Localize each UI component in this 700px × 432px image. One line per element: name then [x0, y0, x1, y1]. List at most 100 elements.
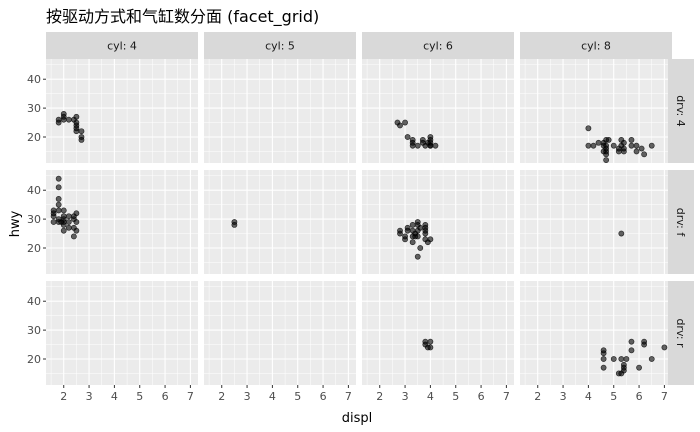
- data-point: [414, 219, 421, 225]
- panel-drv-f-cyl-6: [362, 170, 514, 274]
- data-point: [618, 356, 625, 362]
- data-point: [231, 221, 238, 228]
- y-tick-label: 20: [27, 242, 41, 255]
- x-tick-label: 4: [585, 390, 592, 403]
- data-point: [55, 175, 62, 182]
- data-point: [55, 184, 62, 191]
- data-point: [620, 148, 627, 155]
- data-point: [615, 370, 622, 377]
- x-tick-label: 7: [661, 390, 668, 403]
- data-point: [638, 145, 645, 152]
- y-tick-label: 20: [27, 131, 41, 144]
- x-tick-label: 7: [187, 390, 194, 403]
- strip-row-drv-f: drv: f: [668, 170, 694, 274]
- x-tick-label: 6: [636, 390, 643, 403]
- data-point: [648, 142, 655, 149]
- data-point: [628, 347, 635, 354]
- panel-drv-r-cyl-8: [520, 281, 672, 385]
- strip-col-bg: [362, 32, 514, 59]
- strip-row-label: drv: 4: [674, 95, 687, 127]
- x-tick-label: 4: [269, 390, 276, 403]
- x-tick-label: 6: [320, 390, 327, 403]
- strip-col-label: cyl: 5: [265, 40, 295, 53]
- strip-row-drv-4: drv: 4: [668, 59, 694, 163]
- x-tick-label: 6: [478, 390, 485, 403]
- strip-row-bg: [668, 281, 694, 385]
- data-point: [628, 142, 635, 149]
- y-tick-label: 30: [27, 324, 41, 337]
- x-tick-label: 5: [136, 390, 143, 403]
- data-point: [636, 364, 642, 371]
- strip-col-cyl-8: cyl: 8: [520, 32, 672, 59]
- x-tick-label: 2: [60, 390, 67, 403]
- panel-drv-r-cyl-4: [46, 281, 198, 385]
- data-point: [427, 236, 434, 243]
- data-point: [600, 356, 607, 362]
- data-point: [432, 142, 439, 149]
- data-point: [600, 364, 607, 371]
- x-tick-label: 2: [218, 390, 225, 403]
- x-tick-label: 7: [503, 390, 510, 403]
- panel-background: [520, 170, 672, 274]
- data-point: [417, 224, 424, 231]
- y-tick-label: 20: [27, 353, 41, 366]
- y-axis-title: hwy: [8, 210, 23, 237]
- data-point: [70, 233, 77, 240]
- data-point: [661, 344, 668, 351]
- data-point: [65, 116, 72, 123]
- y-tick-label: 40: [27, 184, 41, 197]
- data-point: [417, 245, 424, 251]
- data-point: [65, 213, 72, 220]
- data-point: [427, 344, 434, 351]
- strips-layer: cyl: 4 cyl: 5 cyl: 6 cyl: 8 drv: 4 drv: f drv:…: [46, 32, 694, 385]
- data-point: [595, 139, 602, 146]
- panel-background: [362, 59, 514, 163]
- data-point: [585, 142, 592, 149]
- data-point: [55, 201, 62, 208]
- data-point: [60, 207, 67, 214]
- panel-drv-4-cyl-6: [362, 59, 514, 163]
- data-point: [600, 347, 607, 354]
- x-tick-label: 5: [452, 390, 459, 403]
- data-point: [73, 210, 80, 217]
- panel-drv-4-cyl-5: [204, 59, 356, 163]
- x-tick-label: 5: [294, 390, 301, 403]
- data-point: [65, 224, 72, 231]
- data-point: [620, 139, 627, 146]
- strip-col-bg: [520, 32, 672, 59]
- data-point: [623, 356, 630, 362]
- panel-drv-f-cyl-5: [204, 170, 356, 274]
- data-point: [65, 219, 72, 225]
- data-point: [605, 136, 612, 143]
- data-point: [610, 142, 617, 149]
- axes-layer: 20 30 40 20 30 40 20 30 40 2 3 4 5 6 7 2 3 4 5 6 7 2 3 4 5 6 7 2 3 4 5…: [27, 73, 668, 403]
- data-point: [73, 113, 80, 120]
- data-point: [402, 236, 408, 243]
- x-axis-title: displ: [342, 411, 373, 426]
- data-point: [603, 157, 610, 164]
- data-point: [404, 224, 411, 231]
- data-point: [610, 356, 617, 362]
- data-point: [633, 148, 640, 155]
- x-tick-label: 6: [162, 390, 169, 403]
- data-point: [78, 136, 85, 143]
- data-point: [641, 151, 648, 158]
- data-point: [55, 207, 62, 214]
- x-tick-label: 4: [427, 390, 434, 403]
- x-tick-label: 4: [111, 390, 118, 403]
- x-tick-label: 2: [534, 390, 541, 403]
- data-point: [427, 134, 434, 140]
- panel-background: [46, 59, 198, 163]
- data-point: [50, 213, 57, 220]
- x-tick-label: 3: [244, 390, 251, 403]
- data-point: [590, 142, 597, 149]
- data-point: [422, 221, 429, 228]
- x-tick-label: 3: [86, 390, 93, 403]
- panel-drv-r-cyl-5: [204, 281, 356, 385]
- data-point: [419, 136, 426, 143]
- data-point: [424, 139, 431, 146]
- data-point: [628, 136, 635, 143]
- data-point: [414, 253, 421, 260]
- panel-drv-4-cyl-4: [46, 59, 198, 163]
